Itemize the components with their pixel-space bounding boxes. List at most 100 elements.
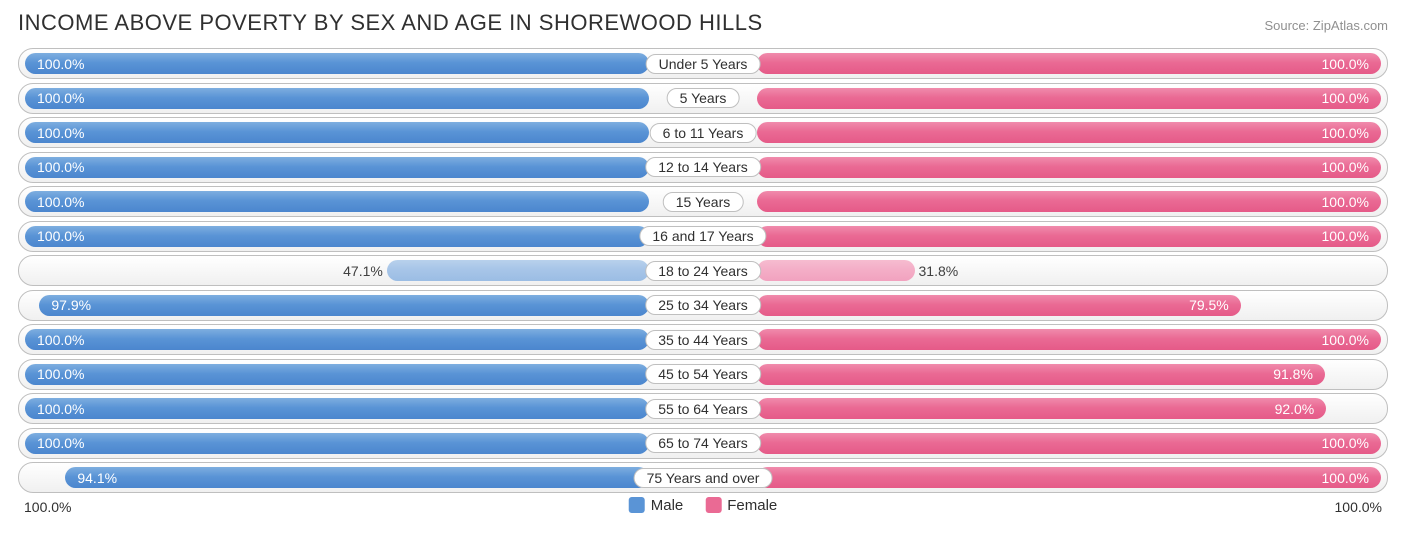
- male-bar: 94.1%: [65, 467, 649, 488]
- chart-row: 97.9%79.5%25 to 34 Years: [18, 290, 1388, 321]
- male-value-label: 100.0%: [37, 53, 84, 74]
- male-value-label: 100.0%: [37, 88, 84, 109]
- female-half: 91.8%: [703, 360, 1387, 389]
- male-half: 100.0%: [19, 118, 703, 147]
- female-value-label: 92.0%: [1275, 398, 1315, 419]
- legend-item-female: Female: [705, 497, 777, 514]
- female-bar: 100.0%: [757, 226, 1381, 247]
- axis-label-left: 100.0%: [24, 499, 71, 515]
- male-bar: 100.0%: [25, 329, 649, 350]
- male-bar: 97.9%: [39, 295, 649, 316]
- female-value-label: 100.0%: [1322, 226, 1369, 247]
- category-label: 75 Years and over: [634, 468, 773, 488]
- chart-row: 94.1% 100.0% 75 Years and over: [18, 462, 1388, 493]
- category-label: 16 and 17 Years: [639, 226, 766, 246]
- male-bar: 100.0%: [25, 364, 649, 385]
- female-bar: 100.0%: [757, 122, 1381, 143]
- female-half: 100.0%: [703, 429, 1387, 458]
- female-half: 31.8%: [703, 256, 1387, 285]
- male-value-label: 100.0%: [37, 122, 84, 143]
- category-label: 18 to 24 Years: [645, 261, 761, 281]
- female-bar: 100.0%: [757, 433, 1381, 454]
- male-half: 100.0%: [19, 84, 703, 113]
- category-label: 15 Years: [663, 192, 744, 212]
- female-bar: 100.0%: [757, 157, 1381, 178]
- chart-row: 100.0% 100.0% 5 Years: [18, 83, 1388, 114]
- chart-legend: Male Female: [629, 497, 778, 514]
- female-half: 79.5%: [703, 291, 1387, 320]
- legend-swatch-female: [705, 497, 721, 513]
- female-value-label: 31.8%: [919, 256, 959, 285]
- chart-row: 100.0% 100.0% 6 to 11 Years: [18, 117, 1388, 148]
- chart-axis: 100.0% 100.0% Male Female: [18, 497, 1388, 519]
- male-bar: [387, 260, 649, 281]
- chart-row: 100.0% 100.0% 15 Years: [18, 186, 1388, 217]
- female-bar: 100.0%: [757, 467, 1381, 488]
- chart-row: 100.0% 100.0% Under 5 Years: [18, 48, 1388, 79]
- male-value-label: 100.0%: [37, 226, 84, 247]
- female-half: 100.0%: [703, 153, 1387, 182]
- male-half: 94.1%: [19, 463, 703, 492]
- female-bar: 100.0%: [757, 329, 1381, 350]
- female-value-label: 79.5%: [1189, 295, 1229, 316]
- male-half: 100.0%: [19, 394, 703, 423]
- female-half: 100.0%: [703, 118, 1387, 147]
- chart-row: 100.0% 91.8% 45 to 54 Years: [18, 359, 1388, 390]
- male-value-label: 100.0%: [37, 433, 84, 454]
- male-value-label: 97.9%: [51, 295, 91, 316]
- female-value-label: 100.0%: [1322, 191, 1369, 212]
- chart-title: INCOME ABOVE POVERTY BY SEX AND AGE IN S…: [18, 10, 763, 36]
- male-half: 100.0%: [19, 325, 703, 354]
- category-label: 6 to 11 Years: [650, 123, 757, 143]
- female-value-label: 100.0%: [1322, 157, 1369, 178]
- male-bar: 100.0%: [25, 88, 649, 109]
- chart-row: 100.0%92.0%55 to 64 Years: [18, 393, 1388, 424]
- legend-label-male: Male: [651, 497, 684, 514]
- female-half: 100.0%: [703, 463, 1387, 492]
- male-half: 100.0%: [19, 153, 703, 182]
- axis-label-right: 100.0%: [1335, 499, 1382, 515]
- female-bar: [757, 260, 915, 281]
- female-value-label: 100.0%: [1322, 467, 1369, 488]
- female-half: 92.0%: [703, 394, 1387, 423]
- male-half: 97.9%: [19, 291, 703, 320]
- male-half: 100.0%: [19, 360, 703, 389]
- legend-item-male: Male: [629, 497, 684, 514]
- category-label: 5 Years: [667, 88, 740, 108]
- male-half: 100.0%: [19, 49, 703, 78]
- male-bar: 100.0%: [25, 122, 649, 143]
- male-value-label: 47.1%: [343, 256, 383, 285]
- legend-swatch-male: [629, 497, 645, 513]
- male-half: 100.0%: [19, 222, 703, 251]
- category-label: 35 to 44 Years: [645, 330, 761, 350]
- female-half: 100.0%: [703, 84, 1387, 113]
- chart-header: INCOME ABOVE POVERTY BY SEX AND AGE IN S…: [18, 10, 1388, 36]
- male-half: 47.1%: [19, 256, 703, 285]
- chart-row: 100.0%100.0%65 to 74 Years: [18, 428, 1388, 459]
- male-half: 100.0%: [19, 429, 703, 458]
- male-value-label: 100.0%: [37, 398, 84, 419]
- male-bar: 100.0%: [25, 191, 649, 212]
- chart-row: 100.0%100.0%12 to 14 Years: [18, 152, 1388, 183]
- female-value-label: 100.0%: [1322, 53, 1369, 74]
- female-bar: 100.0%: [757, 88, 1381, 109]
- female-value-label: 100.0%: [1322, 122, 1369, 143]
- female-half: 100.0%: [703, 222, 1387, 251]
- category-label: Under 5 Years: [646, 54, 761, 74]
- male-half: 100.0%: [19, 187, 703, 216]
- category-label: 45 to 54 Years: [645, 364, 761, 384]
- female-bar: 91.8%: [757, 364, 1325, 385]
- male-bar: 100.0%: [25, 157, 649, 178]
- chart-source: Source: ZipAtlas.com: [1264, 18, 1388, 33]
- male-value-label: 100.0%: [37, 329, 84, 350]
- female-bar: 92.0%: [757, 398, 1326, 419]
- male-bar: 100.0%: [25, 53, 649, 74]
- female-bar: 79.5%: [757, 295, 1241, 316]
- female-value-label: 91.8%: [1273, 364, 1313, 385]
- male-value-label: 100.0%: [37, 191, 84, 212]
- male-value-label: 94.1%: [77, 467, 117, 488]
- category-label: 65 to 74 Years: [645, 433, 761, 453]
- female-half: 100.0%: [703, 187, 1387, 216]
- male-bar: 100.0%: [25, 226, 649, 247]
- female-bar: 100.0%: [757, 53, 1381, 74]
